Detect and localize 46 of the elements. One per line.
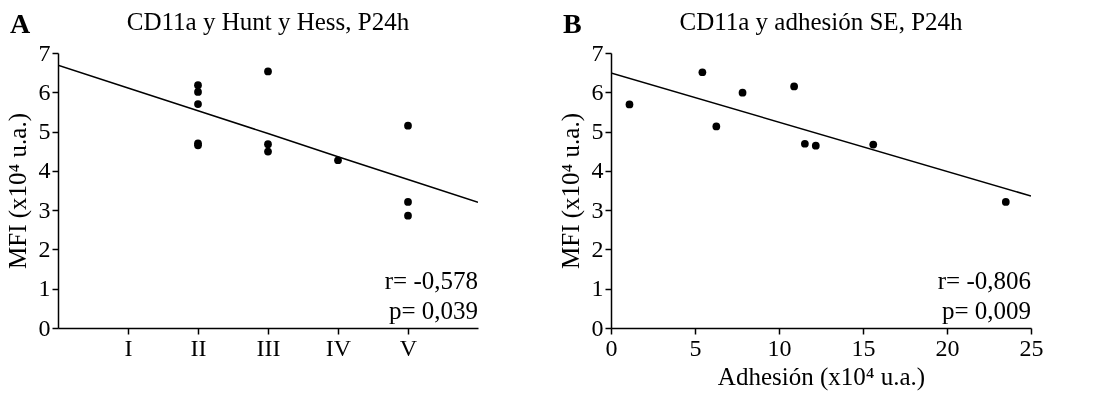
point (698, 68, 707, 77)
y-tick-label: 2 (591, 235, 604, 262)
point (738, 88, 747, 97)
x-tick-label: 15 (851, 334, 876, 361)
y-axis-title: MFI (x10⁴ u.a.) (556, 113, 585, 269)
x-tick-label: III (256, 334, 281, 361)
annotation: r= -0,806 (937, 267, 1031, 294)
y-tick-label: 7 (38, 39, 51, 66)
y-tick-label: 7 (591, 39, 604, 66)
point (712, 122, 721, 131)
y-tick-label: 6 (591, 78, 604, 105)
y-tick-label: 4 (591, 157, 604, 184)
point (811, 141, 820, 150)
y-tick-label: 2 (38, 235, 51, 262)
y-tick-label: 5 (591, 118, 604, 145)
y-tick-label: 0 (38, 314, 51, 341)
point (790, 82, 798, 91)
x-tick-label: IV (325, 334, 352, 361)
x-tick-label: I (124, 334, 133, 361)
chart-title: CD11a y adhesión SE, P24h (679, 8, 964, 35)
point (1001, 198, 1010, 206)
x-tick-label: 10 (767, 334, 792, 361)
y-tick-label: 4 (38, 157, 51, 184)
point (625, 100, 634, 109)
y-axis-title: MFI (x10⁴ u.a.) (3, 113, 32, 269)
y-tick-label: 0 (591, 314, 604, 341)
annotation: r= -0,578 (384, 267, 478, 294)
text: A (10, 8, 31, 40)
y-tick-label: 6 (38, 78, 51, 105)
y-tick-label: 1 (38, 275, 51, 302)
y-tick-label: 1 (591, 275, 604, 302)
x-tick-label: 25 (1019, 334, 1044, 361)
y-tick-label: 5 (38, 118, 51, 145)
y-tick-label: 3 (38, 196, 51, 223)
y-tick-label: 3 (591, 196, 604, 223)
x-tick-label: II (190, 334, 207, 361)
annotation: p= 0,009 (941, 297, 1031, 324)
annotation: p= 0,039 (388, 297, 478, 324)
x-tick-label: 5 (689, 334, 702, 361)
x-tick-label: V (399, 334, 418, 361)
text: B (563, 8, 582, 40)
x-tick-label: 20 (935, 334, 960, 361)
point (801, 139, 809, 148)
x-axis-title: Adhesión (x10⁴ u.a.) (717, 362, 926, 391)
chart-title: CD11a y Hunt y Hess, P24h (126, 8, 410, 35)
point (869, 140, 878, 149)
